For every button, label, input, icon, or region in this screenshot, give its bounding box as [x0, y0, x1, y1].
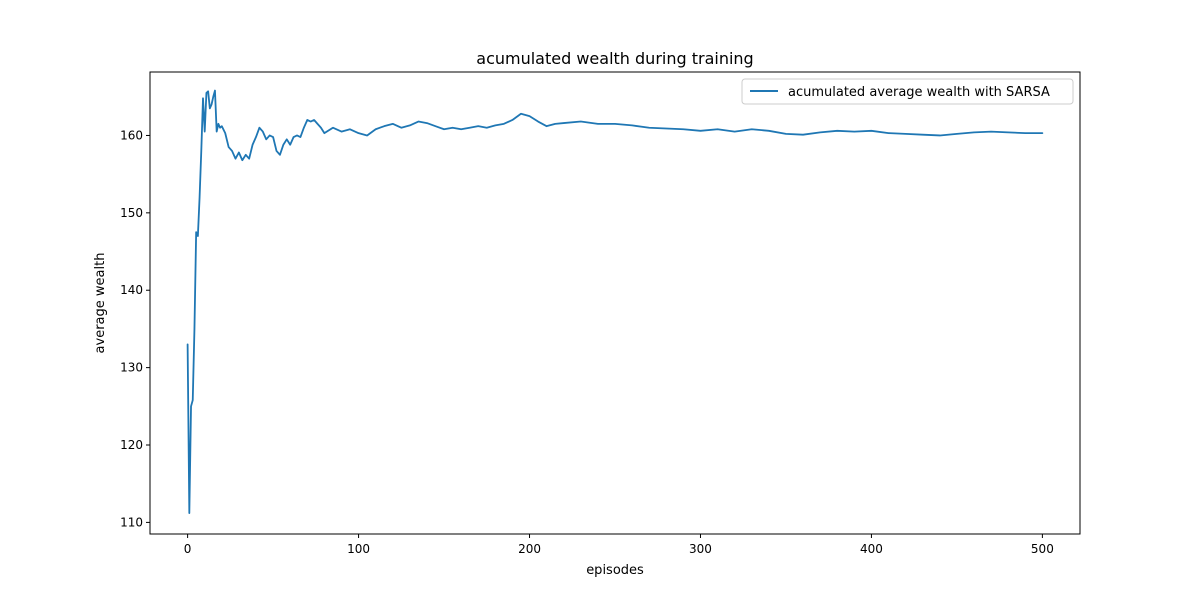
x-tick-label: 0 — [184, 542, 192, 556]
legend: acumulated average wealth with SARSA — [741, 78, 1074, 105]
legend-entry-label: acumulated average wealth with SARSA — [788, 85, 1050, 100]
y-tick-label: 120 — [120, 438, 143, 452]
y-tick-label: 110 — [120, 515, 143, 529]
legend-box — [741, 78, 1074, 105]
x-tick-label: 200 — [518, 542, 541, 556]
x-tick-label: 500 — [1031, 542, 1054, 556]
x-tick-label: 400 — [860, 542, 883, 556]
plot-frame — [149, 71, 1081, 535]
y-tick-label: 130 — [120, 361, 143, 375]
y-axis-label: average wealth — [93, 253, 108, 354]
series-line — [186, 89, 1044, 515]
y-tick-label: 140 — [120, 283, 143, 297]
chart-title: acumulated wealth during training — [476, 49, 753, 68]
y-tick-label: 150 — [120, 206, 143, 220]
x-tick-label: 300 — [689, 542, 712, 556]
y-tick-label: 160 — [120, 128, 143, 142]
x-tick-label: 100 — [347, 542, 370, 556]
x-axis-label: episodes — [586, 563, 644, 578]
